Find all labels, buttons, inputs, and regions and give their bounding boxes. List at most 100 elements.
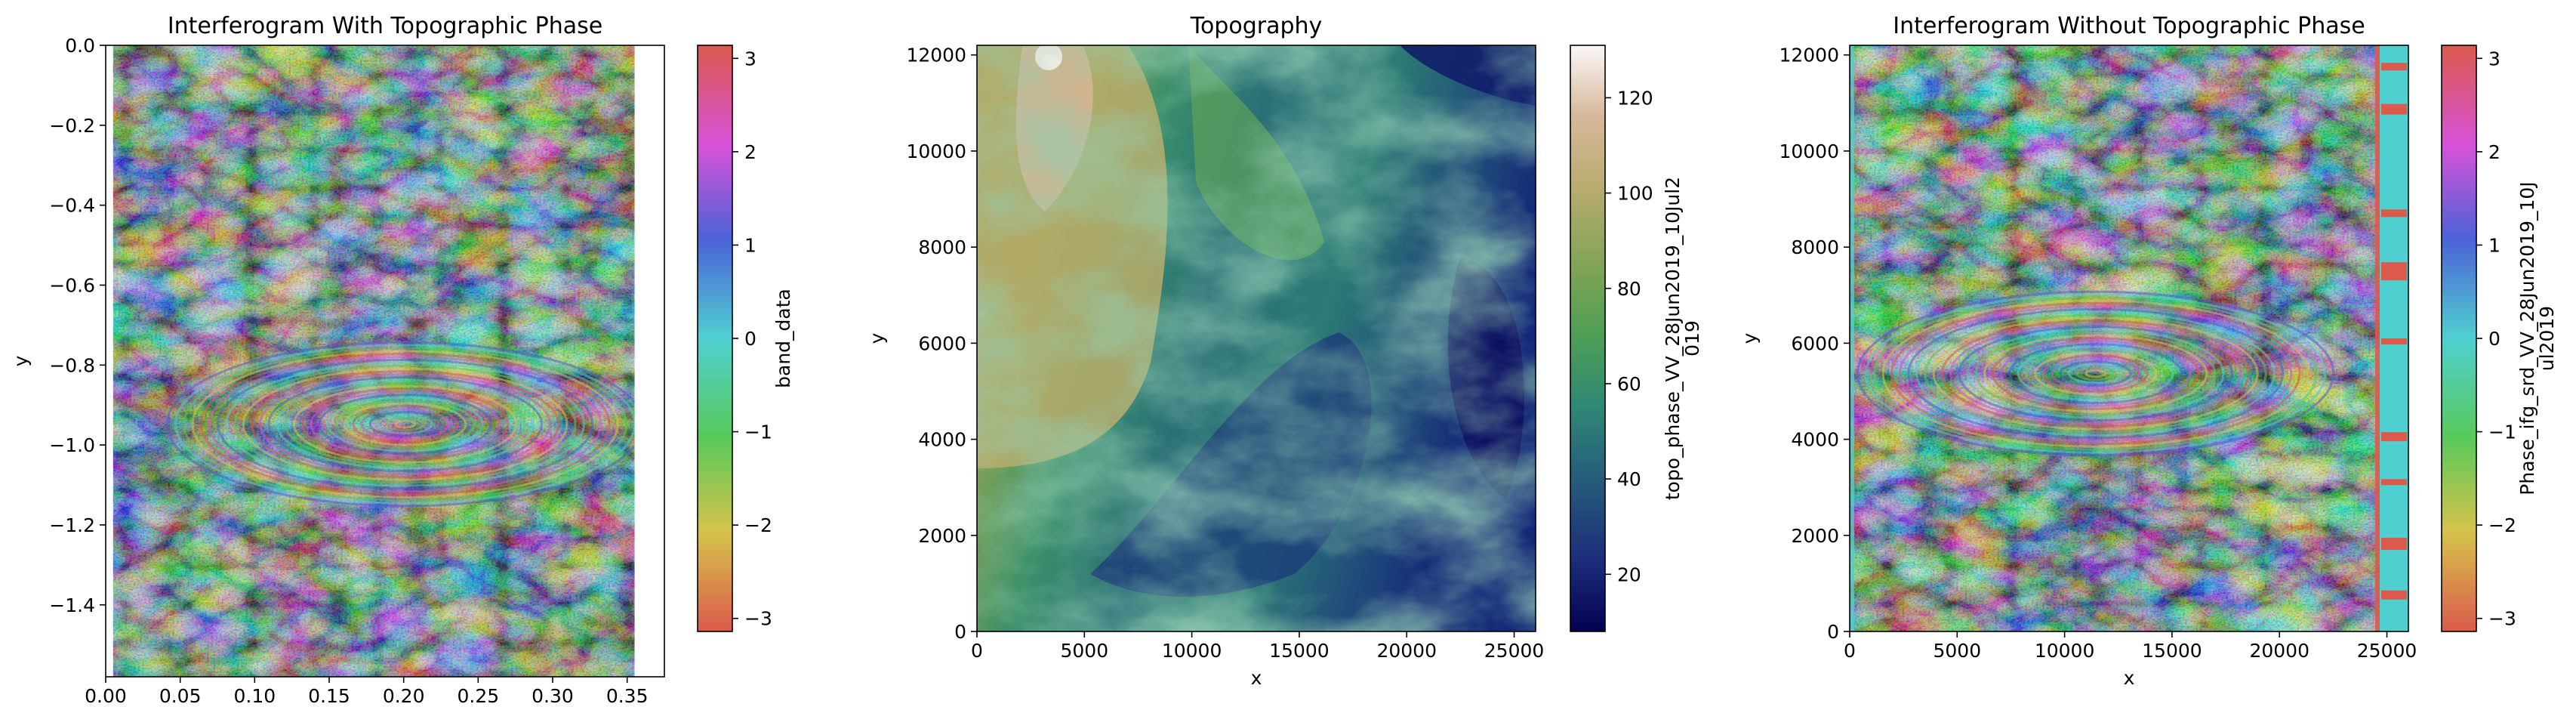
fringe-ring <box>1907 307 2285 440</box>
colorbar-label: band_data <box>772 289 794 388</box>
colorbar-label: Phase_ifg_srd_VV_28Jun2019_10J <box>2516 181 2538 495</box>
colorbar-tick-label: −2 <box>2488 514 2516 536</box>
y-tick-label: 12000 <box>906 45 966 66</box>
plot-image <box>977 45 1536 631</box>
x-tick-label: 20000 <box>2249 640 2309 662</box>
fringe-ring <box>2067 363 2124 384</box>
colorbar-tick-label: 2 <box>744 141 756 163</box>
y-tick-label: 6000 <box>918 332 966 354</box>
fringe-ring <box>1958 325 2234 422</box>
x-tick-label: 0 <box>971 640 983 662</box>
x-axis-label: x <box>1251 667 1262 689</box>
y-tick-label: −1.2 <box>49 514 95 536</box>
colorbar: 120 100 80 60 40 20 topo_phase_VV_28Jun2019_10… <box>1570 45 1703 632</box>
fringe-ring <box>2051 357 2140 390</box>
edge-blob <box>2381 537 2407 550</box>
fringe-ring <box>1881 299 2309 448</box>
fringe-ring <box>334 399 476 449</box>
edge-blob <box>2381 432 2407 442</box>
y-tick-label: 2000 <box>918 525 966 547</box>
chart-title: Interferogram Without Topographic Phase <box>1893 13 2365 39</box>
fringe-ring <box>1940 320 2251 428</box>
y-tick-label: −1.4 <box>49 594 95 616</box>
colorbar: 3 2 1 0 −1 −2 −3 band_data <box>697 45 794 632</box>
colorbar-tick-label: −2 <box>744 514 772 536</box>
fringe-ring <box>259 372 552 476</box>
fringe-ring <box>1856 290 2335 457</box>
colorbar-tick-label: 1 <box>2488 234 2501 256</box>
fringe-ring <box>267 375 544 473</box>
fringe-ring <box>2025 348 2166 399</box>
fringe-ring <box>242 367 569 481</box>
fringe-ring <box>1949 322 2242 425</box>
y-tick-label: 8000 <box>1791 236 1839 258</box>
fringe-ring <box>352 405 459 443</box>
x-tick-label: 0.15 <box>308 685 350 707</box>
colorbar-tick-label: 3 <box>2488 48 2501 69</box>
fringe-ring <box>368 411 442 438</box>
colorbar: 3 2 1 0 −1 −2 −3 Phase_ifg_srd_VV_28Jun2019_10J… <box>2441 45 2558 632</box>
y-axis: 0 2000 4000 6000 8000 10000 12000 <box>1779 45 1850 643</box>
y-axis-label: y <box>866 332 888 344</box>
y-tick-label: 4000 <box>918 429 966 451</box>
fringe-ring <box>1915 310 2276 437</box>
x-tick-label: 20000 <box>1376 640 1437 662</box>
colorbar-tick-label: 0 <box>744 328 756 350</box>
panel-2: 0 5000 10000 15000 20000 25000 x 0 2000 4000 6000 8… <box>866 13 1703 689</box>
chart-title: Interferogram With Topographic Phase <box>168 13 602 39</box>
fringe-ring <box>2042 354 2149 393</box>
x-tick-label: 5000 <box>1060 640 1108 662</box>
fringe-ring <box>1932 316 2259 431</box>
concentric-fringes <box>1856 290 2335 457</box>
plot-image <box>1850 45 2408 631</box>
fringe-ring <box>1890 302 2301 446</box>
fringe-ring <box>183 347 628 502</box>
y-tick-label: 10000 <box>906 140 966 162</box>
colorbar-tick-label: −1 <box>2488 421 2516 443</box>
fringe-ring <box>165 341 635 508</box>
y-axis-label: y <box>1739 332 1761 344</box>
x-axis-label: x <box>2124 667 2135 689</box>
y-tick-label: −0.2 <box>49 115 95 137</box>
colorbar-tick-label: 0 <box>2488 328 2501 350</box>
fringe-ring <box>174 344 635 505</box>
edge-blob <box>2381 590 2407 600</box>
x-tick-label: 0.25 <box>457 685 499 707</box>
edge-blob <box>2381 103 2407 115</box>
axes-frame <box>105 45 665 678</box>
fringe-ring <box>1898 304 2293 443</box>
fringe-ring <box>1924 313 2267 434</box>
fringe-ring <box>2017 345 2174 402</box>
fringe-ring <box>199 353 611 496</box>
x-axis: 0.00 0.05 0.10 0.15 0.20 0.25 0.30 0.35 <box>85 677 649 707</box>
left-edge <box>1850 45 1854 631</box>
chart-title: Topography <box>1190 13 1323 39</box>
colorbar-tick-label: 60 <box>1617 373 1641 395</box>
x-axis: 0 5000 10000 15000 20000 25000 <box>1844 631 2417 662</box>
x-tick-label: 25000 <box>2357 640 2417 662</box>
colorbar-tick-label: 80 <box>1617 278 1641 300</box>
concentric-fringes <box>165 341 635 508</box>
x-tick-label: 25000 <box>1484 640 1545 662</box>
x-tick-label: 5000 <box>1933 640 1981 662</box>
fringe-ring <box>233 364 577 484</box>
x-tick-label: 0.35 <box>606 685 649 707</box>
y-tick-label: 6000 <box>1791 332 1839 354</box>
fringe-ring <box>301 387 510 461</box>
colorbar-gradient <box>2441 45 2477 632</box>
fringe-ring <box>250 370 560 479</box>
fringe-ring <box>1865 293 2327 454</box>
fringe-ring <box>2059 360 2132 387</box>
y-tick-label: 12000 <box>1779 45 1839 66</box>
fringe-ring <box>344 402 467 446</box>
colorbar-tick-label: 3 <box>744 48 756 69</box>
y-tick-label: 10000 <box>1779 140 1839 162</box>
x-tick-label: 0.05 <box>159 685 202 707</box>
x-tick-label: 10000 <box>1162 640 1222 662</box>
fringe-ring <box>1992 337 2200 410</box>
panel-1: 0.000.050.100.150.200.250.300.35x0.0−0.2… <box>10 13 794 707</box>
colorbar-tick-label: 100 <box>1617 183 1653 205</box>
y-axis: 0 2000 4000 6000 8000 10000 12000 <box>906 45 977 643</box>
phase-fringes-2 <box>1850 45 2408 631</box>
fringe-ring <box>284 381 526 467</box>
